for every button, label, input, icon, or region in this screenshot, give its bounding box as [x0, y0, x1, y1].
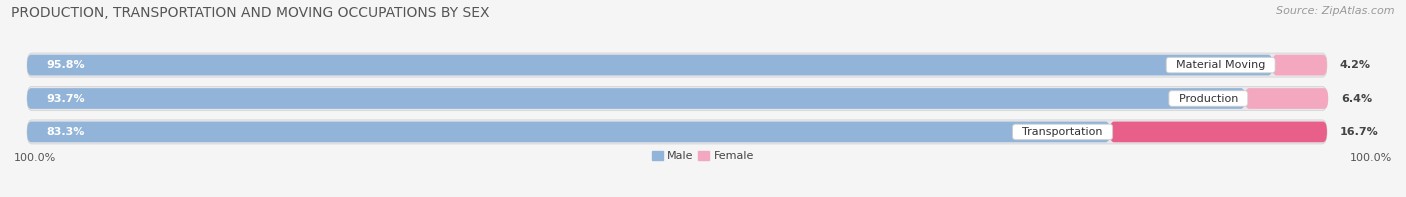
- FancyBboxPatch shape: [1272, 55, 1327, 75]
- FancyBboxPatch shape: [27, 88, 1246, 109]
- Text: 95.8%: 95.8%: [46, 60, 86, 70]
- Text: 6.4%: 6.4%: [1341, 94, 1372, 103]
- FancyBboxPatch shape: [1246, 88, 1329, 109]
- FancyBboxPatch shape: [27, 86, 1327, 111]
- Text: 16.7%: 16.7%: [1340, 127, 1379, 137]
- FancyBboxPatch shape: [27, 120, 1327, 144]
- Text: PRODUCTION, TRANSPORTATION AND MOVING OCCUPATIONS BY SEX: PRODUCTION, TRANSPORTATION AND MOVING OC…: [11, 6, 489, 20]
- Text: 83.3%: 83.3%: [46, 127, 84, 137]
- FancyBboxPatch shape: [27, 53, 1327, 77]
- FancyBboxPatch shape: [27, 122, 1109, 142]
- Text: 100.0%: 100.0%: [14, 153, 56, 163]
- Text: 100.0%: 100.0%: [1350, 153, 1392, 163]
- Text: 4.2%: 4.2%: [1340, 60, 1371, 70]
- Text: 93.7%: 93.7%: [46, 94, 86, 103]
- Text: Material Moving: Material Moving: [1168, 60, 1272, 70]
- Text: Source: ZipAtlas.com: Source: ZipAtlas.com: [1277, 6, 1395, 16]
- FancyBboxPatch shape: [27, 55, 1272, 75]
- Text: Production: Production: [1171, 94, 1246, 103]
- Text: Transportation: Transportation: [1015, 127, 1109, 137]
- Legend: Male, Female: Male, Female: [652, 151, 754, 161]
- FancyBboxPatch shape: [1109, 122, 1327, 142]
